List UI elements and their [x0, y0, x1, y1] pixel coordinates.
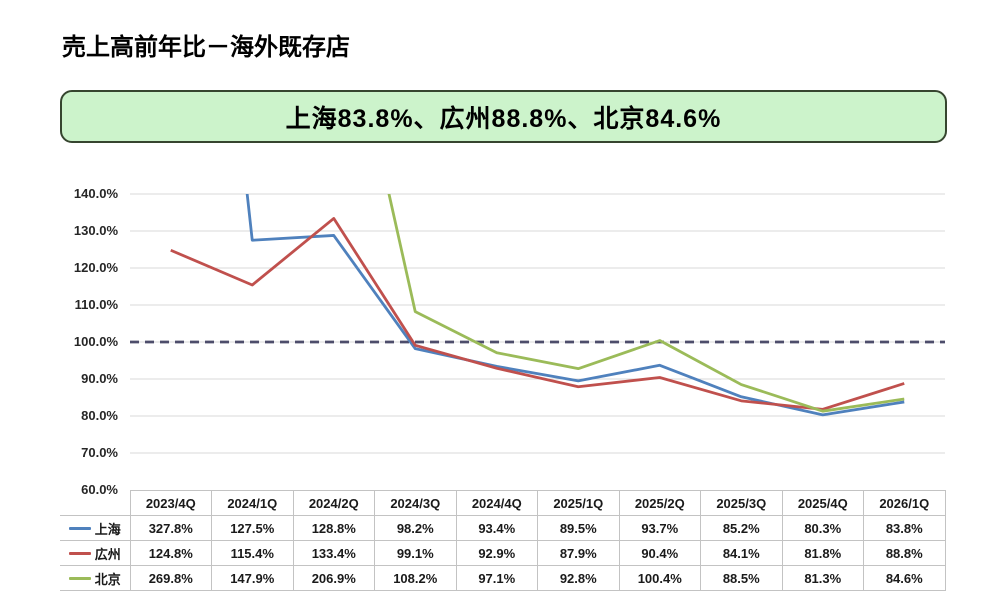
y-axis-tick-label: 120.0%	[73, 260, 118, 275]
table-value-cell: 88.8%	[863, 540, 946, 566]
table-value-cell: 83.8%	[863, 515, 946, 541]
banner-text: 上海83.8%、広州88.8%、北京84.6%	[285, 104, 722, 133]
table-value-cell: 80.3%	[781, 515, 864, 541]
table-value-cell: 89.5%	[537, 515, 620, 541]
x-axis-category-label: 2024/3Q	[374, 490, 457, 516]
table-value-cell: 85.2%	[700, 515, 783, 541]
table-value-cell: 99.1%	[374, 540, 457, 566]
table-value-cell: 108.2%	[374, 565, 457, 591]
page-title: 売上高前年比－海外既存店	[62, 34, 350, 61]
y-axis-tick-label: 110.0%	[74, 297, 118, 312]
table-value-cell: 206.9%	[292, 565, 375, 591]
legend-item: 広州	[60, 540, 131, 566]
table-row: 上海 327.8% 127.5% 128.8% 98.2% 93.4% 89.5% 93.7%…	[60, 515, 946, 541]
table-corner-cell	[60, 491, 130, 516]
table-value-cell: 93.7%	[618, 515, 701, 541]
table-value-cell: 147.9%	[211, 565, 294, 591]
table-row: 広州 124.8% 115.4% 133.4% 99.1% 92.9% 87.9% 90.4%…	[60, 540, 946, 566]
table-value-cell: 98.2%	[374, 515, 457, 541]
highlight-banner: 上海83.8%、広州88.8%、北京84.6%	[60, 90, 947, 143]
table-value-cell: 92.9%	[455, 540, 538, 566]
x-axis-category-label: 2025/4Q	[781, 490, 864, 516]
table-value-cell: 92.8%	[537, 565, 620, 591]
table-value-cell: 81.8%	[781, 540, 864, 566]
table-value-cell: 133.4%	[292, 540, 375, 566]
legend-item: 北京	[60, 565, 131, 591]
y-axis-tick-label: 140.0%	[73, 186, 118, 201]
y-axis-tick-label: 60.0%	[81, 482, 118, 497]
legend-line-swatch-icon	[68, 576, 91, 580]
chart-data-table: 2023/4Q 2024/1Q 2024/2Q 2024/3Q 2024/4Q 2025/…	[60, 490, 946, 591]
table-value-cell: 84.1%	[700, 540, 783, 566]
series-line-0	[245, 194, 905, 417]
legend-item: 上海	[60, 515, 131, 541]
legend-series-name: 上海	[94, 521, 121, 537]
series-line-1	[170, 217, 905, 411]
x-axis-category-label: 2024/1Q	[211, 490, 294, 516]
table-value-cell: 327.8%	[129, 515, 212, 541]
x-axis-category-label: 2024/4Q	[455, 490, 538, 516]
legend-line-swatch-icon	[68, 551, 91, 555]
table-value-cell: 84.6%	[863, 565, 946, 591]
x-axis-category-label: 2025/1Q	[537, 490, 620, 516]
y-axis-tick-label: 80.0%	[81, 408, 118, 423]
table-value-cell: 128.8%	[292, 515, 375, 541]
y-axis-tick-label: 90.0%	[81, 371, 118, 386]
x-axis-category-label: 2025/2Q	[618, 490, 701, 516]
table-value-cell: 127.5%	[211, 515, 294, 541]
legend-series-name: 北京	[94, 571, 121, 587]
y-axis-tick-label: 130.0%	[73, 223, 118, 238]
table-value-cell: 269.8%	[129, 565, 212, 591]
x-axis-category-label: 2025/3Q	[700, 490, 783, 516]
table-value-cell: 81.3%	[781, 565, 864, 591]
legend-line-swatch-icon	[68, 526, 91, 530]
table-value-cell: 90.4%	[618, 540, 701, 566]
x-axis-category-label: 2024/2Q	[292, 490, 375, 516]
table-value-cell: 93.4%	[455, 515, 538, 541]
x-axis-category-label: 2023/4Q	[129, 490, 212, 516]
table-value-cell: 88.5%	[700, 565, 783, 591]
series-line-2	[387, 194, 905, 413]
sales-yoy-line-chart	[130, 193, 945, 454]
y-axis-tick-label: 100.0%	[73, 334, 118, 349]
table-row: 北京 269.8% 147.9% 206.9% 108.2% 97.1% 92.8% 100.…	[60, 565, 946, 591]
table-value-cell: 97.1%	[455, 565, 538, 591]
legend-series-name: 広州	[94, 546, 121, 562]
table-value-cell: 100.4%	[618, 565, 701, 591]
y-axis-tick-label: 70.0%	[81, 445, 118, 460]
x-axis-category-label: 2026/1Q	[863, 490, 946, 516]
table-value-cell: 124.8%	[129, 540, 212, 566]
table-value-cell: 87.9%	[537, 540, 620, 566]
y-axis-tick-labels: 140.0% 130.0% 120.0% 110.0% 100.0% 90.0% 80.0%…	[40, 185, 118, 497]
table-header-row: 2023/4Q 2024/1Q 2024/2Q 2024/3Q 2024/4Q 2025/…	[60, 490, 946, 516]
table-value-cell: 115.4%	[211, 540, 294, 566]
